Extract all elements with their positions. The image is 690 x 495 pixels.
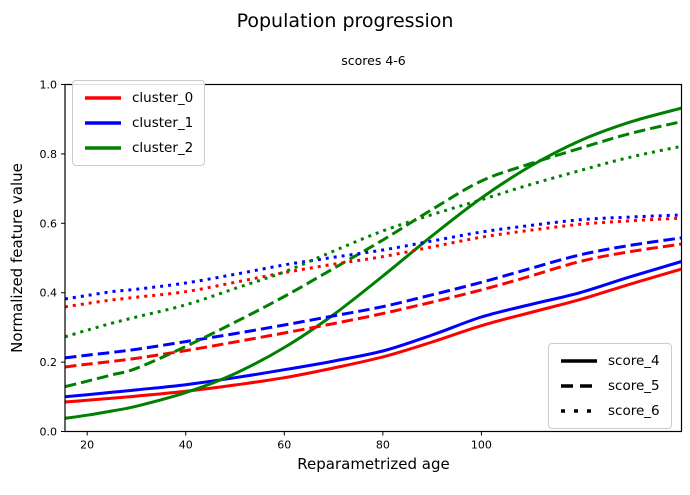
series-cluster_1-score_4 (65, 260, 682, 399)
legend-entry-cluster_0: cluster_0 (84, 89, 193, 107)
legend-label: cluster_1 (132, 115, 194, 131)
chart-title: Population progression (236, 10, 454, 32)
y-tick-label: 0.2 (40, 356, 58, 369)
legend-label: score_4 (608, 353, 660, 369)
x-tick-label: 100 (471, 439, 492, 452)
legend-entry-cluster_1: cluster_1 (84, 114, 193, 132)
legend-clusters: cluster_0 cluster_1 cluster_2 (72, 80, 206, 166)
y-tick-label: 1.0 (40, 79, 58, 92)
series-cluster_2-score_6 (65, 144, 682, 339)
legend-label: score_6 (608, 403, 660, 419)
x-axis-label: Reparametrized age (297, 455, 450, 473)
series-group (65, 106, 682, 420)
legend-entry-score_4: score_4 (560, 352, 660, 370)
legend-entry-score_5: score_5 (560, 377, 660, 395)
score_4-line-swatch (561, 359, 597, 363)
series-cluster_0-score_4 (65, 267, 682, 404)
axes-subtitle: scores 4-6 (341, 53, 406, 68)
y-tick-label: 0.0 (40, 426, 58, 439)
legend-label: score_5 (608, 378, 660, 394)
series-cluster_0-score_5 (65, 242, 682, 369)
y-tick-label: 0.6 (40, 217, 58, 230)
cluster_2-line-swatch (85, 146, 121, 150)
series-cluster_1-score_6 (65, 213, 682, 301)
series-cluster_0-score_6 (65, 216, 682, 309)
axes-frame (64, 83, 683, 433)
legend-scores: score_4 score_5 score_6 (548, 343, 672, 429)
y-axis-label: Normalized feature value (8, 163, 26, 353)
series-cluster_2-score_5 (65, 120, 682, 389)
series-cluster_1-score_5 (65, 236, 682, 360)
y-tick-label: 0.8 (40, 148, 58, 161)
cluster_1-line-swatch (85, 121, 121, 125)
score_6-line-swatch (561, 409, 597, 413)
legend-label: cluster_2 (132, 140, 194, 156)
legend-entry-score_6: score_6 (560, 402, 660, 420)
x-tick-label: 60 (277, 439, 291, 452)
legend-entry-cluster_2: cluster_2 (84, 139, 193, 157)
x-tick-label: 80 (376, 439, 390, 452)
y-tick-label: 0.4 (40, 287, 58, 300)
legend-label: cluster_0 (132, 90, 194, 106)
score_5-line-swatch (561, 384, 597, 388)
cluster_0-line-swatch (85, 96, 121, 100)
x-tick-label: 20 (80, 439, 94, 452)
x-tick-label: 40 (179, 439, 193, 452)
